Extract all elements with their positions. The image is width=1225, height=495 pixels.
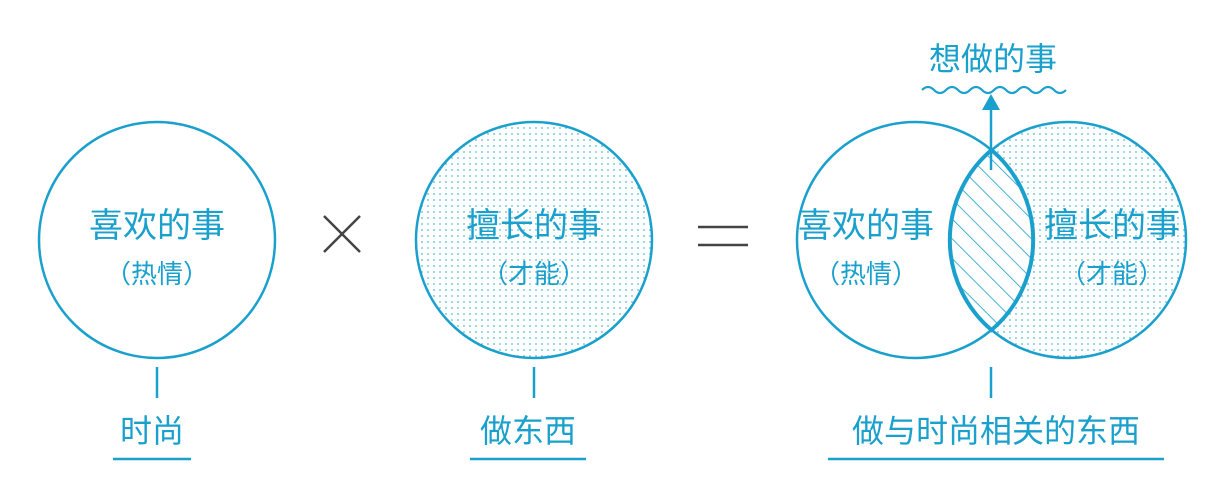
- venn-overlap-outline: [947, 147, 1036, 333]
- passion-subtitle: （热情）: [105, 260, 209, 290]
- talent-group: 擅长的事 （才能） 做东西: [414, 120, 654, 461]
- venn-passion-subtitle: （热情）: [814, 260, 918, 290]
- venn-talent-subtitle: （才能）: [1060, 260, 1164, 290]
- passion-caption: 时尚: [120, 412, 184, 450]
- talent-circle: [414, 120, 654, 360]
- multiply-operator: [323, 215, 361, 253]
- passion-group: 喜欢的事 （热情） 时尚: [37, 120, 277, 461]
- talent-circle-fill: [416, 122, 652, 358]
- equals-operator: [698, 225, 748, 247]
- venn-talent-title: 擅长的事: [1044, 206, 1180, 246]
- venn-group: 喜欢的事 （热情） 擅长的事 （才能） 想做的事 做与时尚相关的东西: [795, 40, 1188, 461]
- passion-title: 喜欢的事: [89, 206, 225, 246]
- venn-caption: 做与时尚相关的东西: [852, 412, 1140, 450]
- talent-caption: 做东西: [480, 412, 576, 450]
- talent-title: 擅长的事: [466, 206, 602, 246]
- overlap-label: 想做的事: [929, 40, 1057, 78]
- multiply-stroke-b: [323, 215, 361, 253]
- venn-passion-title: 喜欢的事: [798, 206, 934, 246]
- passion-circle: [37, 120, 277, 360]
- talent-subtitle: （才能）: [482, 260, 586, 290]
- overlap-arrow-head-icon: [982, 94, 1000, 110]
- overlap-label-wavy-underline: [921, 85, 1067, 95]
- venn-overlap-area: [950, 122, 1033, 358]
